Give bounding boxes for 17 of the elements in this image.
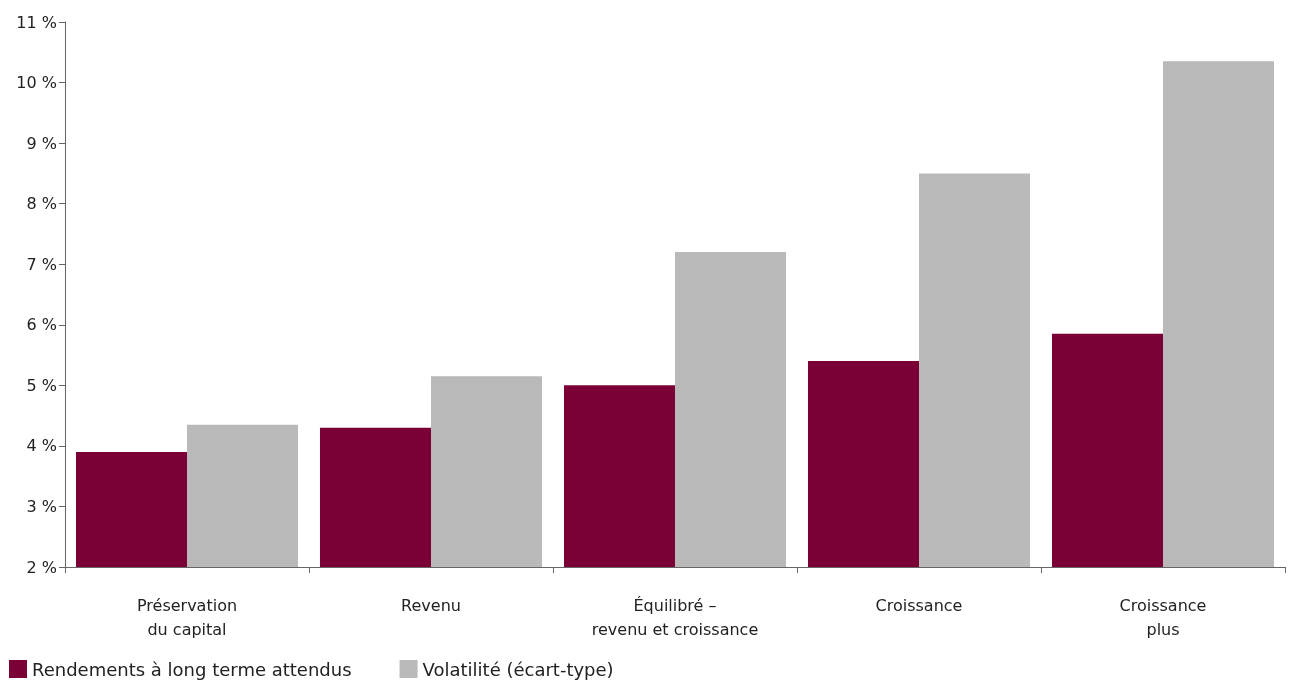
- y-tick-label: 11 %: [16, 12, 57, 32]
- x-tick-label: Croissance: [875, 595, 963, 615]
- x-tick-label: Équilibré – revenu et croissance: [591, 595, 759, 639]
- x-tick-label: Revenu: [401, 595, 461, 615]
- legend-label: Rendements à long terme attendus: [32, 658, 352, 680]
- x-tick-label: Préservation du capital: [136, 595, 238, 639]
- y-tick-label: 2 %: [26, 557, 57, 577]
- y-tick-label: 5 %: [26, 375, 57, 395]
- x-tick-label: Croissance plus: [1119, 595, 1207, 639]
- y-tick-label: 7 %: [26, 254, 57, 274]
- legend-label: Volatilité (écart-type): [422, 658, 614, 680]
- y-tick-label: 6 %: [26, 315, 57, 335]
- y-tick-label: 3 %: [26, 496, 57, 516]
- y-tick-label: 8 %: [26, 194, 57, 214]
- y-tick-label: 4 %: [26, 436, 57, 456]
- y-tick-label: 9 %: [26, 133, 57, 153]
- y-tick-label: 10 %: [16, 73, 57, 93]
